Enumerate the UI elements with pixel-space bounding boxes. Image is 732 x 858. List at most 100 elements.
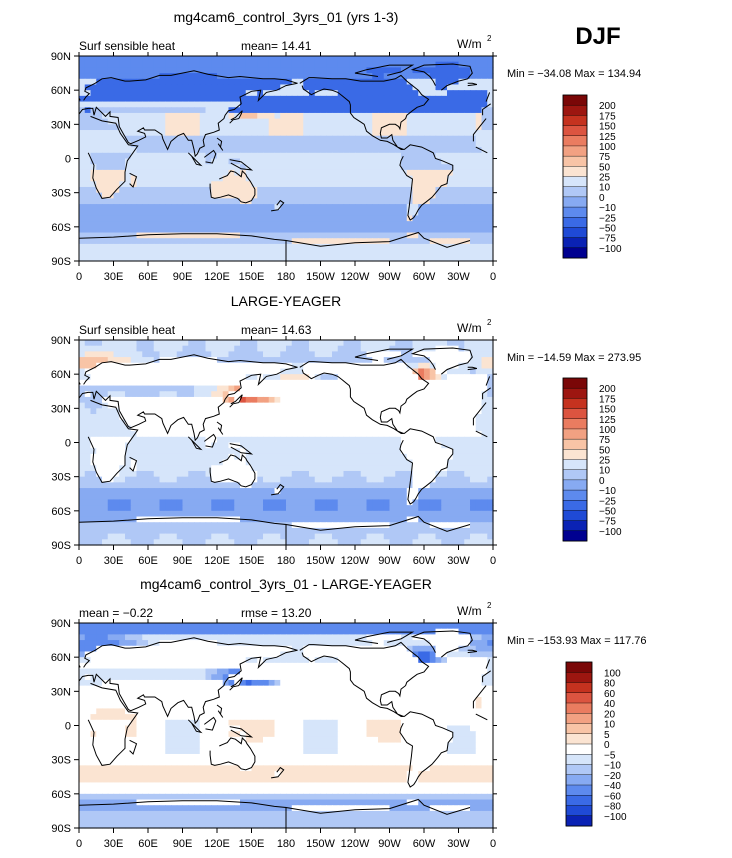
heatmap-cell xyxy=(435,249,442,256)
heatmap-cell xyxy=(355,499,362,506)
heatmap-cell xyxy=(395,408,402,415)
heatmap-cell xyxy=(389,368,396,375)
heatmap-cell xyxy=(378,385,385,392)
heatmap-cell xyxy=(199,101,207,108)
heatmap-cell xyxy=(487,56,494,63)
heatmap-cell xyxy=(274,226,281,234)
heatmap-cell xyxy=(107,164,115,171)
heatmap-cell xyxy=(389,101,396,108)
heatmap-cell xyxy=(251,243,258,251)
heatmap-cell xyxy=(171,362,178,370)
heatmap-cell xyxy=(130,135,138,143)
heatmap-cell xyxy=(113,56,120,63)
heatmap-cell xyxy=(286,362,293,370)
heatmap-cell xyxy=(326,107,333,114)
heatmap-cell xyxy=(90,414,97,421)
heatmap-cell xyxy=(303,431,310,438)
heatmap-cell xyxy=(142,130,149,137)
heatmap-cell xyxy=(148,488,155,495)
heatmap-cell xyxy=(102,226,109,234)
heatmap-cell xyxy=(481,362,488,370)
heatmap-cell xyxy=(194,130,201,137)
heatmap-cell xyxy=(309,408,316,415)
heatmap-cell xyxy=(136,431,143,438)
heatmap-cell xyxy=(452,385,460,392)
heatmap-cell xyxy=(475,402,483,409)
heatmap-cell xyxy=(355,255,362,262)
heatmap-cell xyxy=(251,78,258,86)
heatmap-cell xyxy=(487,186,494,194)
heatmap-cell xyxy=(142,476,149,483)
heatmap-cell xyxy=(458,169,465,177)
heatmap-cell xyxy=(96,357,103,364)
heatmap-cell xyxy=(424,164,431,171)
heatmap-cell xyxy=(234,357,241,364)
heatmap-cell xyxy=(182,238,189,245)
heatmap-cell xyxy=(326,385,333,392)
heatmap-cell xyxy=(349,107,356,114)
heatmap-cell xyxy=(481,476,488,483)
heatmap-cell xyxy=(171,368,178,375)
heatmap-cell xyxy=(349,101,356,108)
heatmap-cell xyxy=(153,340,161,347)
heatmap-cell xyxy=(378,118,385,125)
heatmap-cell xyxy=(280,442,287,449)
heatmap-cell xyxy=(245,351,253,358)
heatmap-cell xyxy=(257,396,264,404)
heatmap-cell xyxy=(303,516,310,523)
heatmap-cell xyxy=(383,84,391,91)
heatmap-cell xyxy=(102,67,109,74)
heatmap-cell xyxy=(291,204,299,211)
heatmap-cell xyxy=(228,243,235,251)
heatmap-cell xyxy=(107,436,115,444)
heatmap-cell xyxy=(90,181,97,188)
heatmap-cell xyxy=(383,402,391,409)
heatmap-cell xyxy=(452,124,460,131)
heatmap-cell xyxy=(401,186,408,194)
heatmap-cell xyxy=(458,255,465,262)
y-tick-label: 60S xyxy=(51,222,71,234)
heatmap-cell xyxy=(194,141,201,148)
heatmap-cell xyxy=(297,67,304,74)
heatmap-cell xyxy=(102,385,109,392)
heatmap-cell xyxy=(303,152,310,160)
x-tick-label: 150E xyxy=(239,271,265,283)
heatmap-cell xyxy=(447,135,454,143)
heatmap-cell xyxy=(268,482,276,489)
heatmap-cell xyxy=(245,499,253,506)
heatmap-cell xyxy=(240,221,247,228)
heatmap-cell xyxy=(475,112,483,120)
heatmap-cell xyxy=(199,505,207,512)
heatmap-cell xyxy=(84,493,92,501)
heatmap-cell xyxy=(458,192,465,199)
heatmap-cell xyxy=(263,340,270,347)
heatmap-cell xyxy=(401,488,408,495)
heatmap-cell xyxy=(337,419,345,427)
heatmap-cell xyxy=(406,112,414,120)
heatmap-cell xyxy=(148,112,155,120)
heatmap-cell xyxy=(343,158,350,165)
heatmap-cell xyxy=(84,442,92,449)
heatmap-cell xyxy=(153,459,161,466)
heatmap-cell xyxy=(263,152,270,160)
heatmap-cell xyxy=(447,255,454,262)
heatmap-cell xyxy=(378,510,385,518)
heatmap-cell xyxy=(475,215,483,222)
heatmap-cell xyxy=(286,425,293,432)
heatmap-cell xyxy=(234,90,241,97)
heatmap-cell xyxy=(303,95,310,103)
heatmap-cell xyxy=(349,505,356,512)
heatmap-cell xyxy=(182,396,189,404)
heatmap-cell xyxy=(268,107,276,114)
heatmap-cell xyxy=(263,516,270,523)
heatmap-cell xyxy=(372,249,379,256)
heatmap-cell xyxy=(125,67,132,74)
heatmap-cell xyxy=(355,61,362,68)
heatmap-cell xyxy=(263,431,270,438)
heatmap-cell xyxy=(343,215,350,222)
heatmap-cell xyxy=(406,470,414,478)
heatmap-cell xyxy=(263,164,270,171)
heatmap-cell xyxy=(245,118,253,125)
heatmap-cell xyxy=(171,192,178,199)
heatmap-cell xyxy=(222,419,230,427)
